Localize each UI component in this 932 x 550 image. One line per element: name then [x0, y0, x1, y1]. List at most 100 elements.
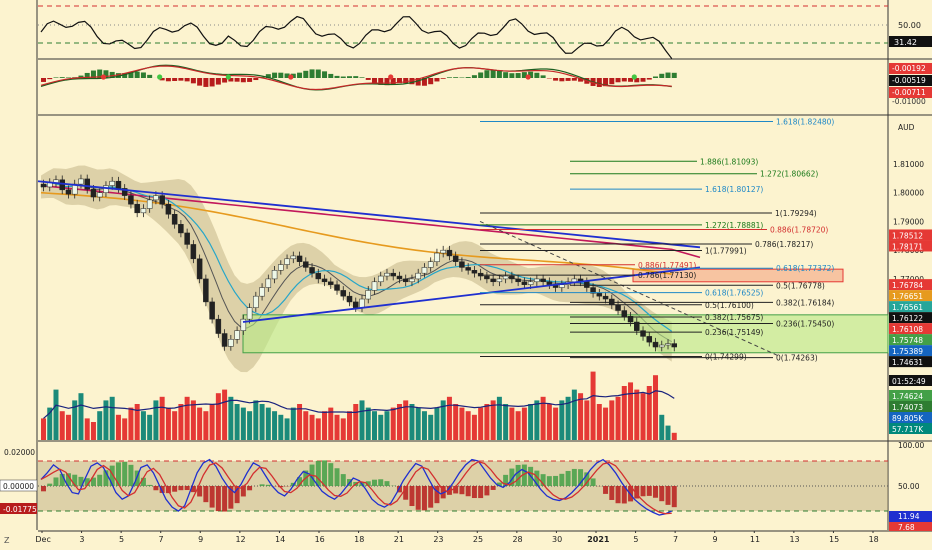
- volume-bar: [615, 396, 621, 440]
- candle-body: [259, 287, 265, 297]
- osc-hist-bar: [109, 465, 115, 486]
- candle-body: [246, 307, 253, 320]
- volume-bar: [459, 407, 465, 440]
- projection-dashed-line: [479, 220, 781, 357]
- x-axis-tick: 12: [235, 535, 245, 544]
- osc-hist-bar: [259, 484, 265, 486]
- fib-level-label: 0.886(1.78720): [770, 225, 828, 234]
- macd-top-hist-bar: [559, 78, 565, 82]
- candle-body: [646, 336, 653, 343]
- candle-body: [452, 255, 459, 262]
- candle-body: [228, 339, 234, 347]
- osc-hist-bar: [490, 486, 496, 490]
- volume-bar: [290, 407, 296, 440]
- macd-cross-dot: [225, 74, 231, 80]
- candle-body: [490, 278, 496, 283]
- price-tag-bg: [889, 312, 932, 324]
- volume-bar: [278, 414, 284, 440]
- macd-top-hist-bar: [634, 78, 640, 83]
- osc-right-tick: 50.00: [898, 482, 920, 491]
- candle-body: [190, 244, 197, 260]
- volume-bar: [490, 400, 496, 440]
- x-axis-tick: 7: [673, 535, 678, 544]
- macd-top-hist-bar: [334, 75, 340, 78]
- x-axis-tick: 21: [394, 535, 404, 544]
- osc-hist-bar: [478, 486, 484, 499]
- price-tag: 1.78171: [892, 242, 923, 251]
- volume-bar: [59, 411, 65, 440]
- osc-hist-bar: [72, 474, 78, 486]
- volume-bar: [140, 411, 146, 440]
- osc-hist-bar: [453, 486, 459, 494]
- osc-hist-bar: [503, 474, 509, 486]
- macd-top-hist-bar: [503, 72, 509, 78]
- fib-level-label: 1.272(1.80662): [760, 170, 818, 179]
- macd-cross-dot: [288, 74, 294, 80]
- osc-hist-bar: [172, 486, 178, 492]
- volume-bar: [640, 393, 646, 440]
- volume-bar: [603, 407, 609, 440]
- candle-body: [178, 224, 184, 234]
- x-axis-tick: 14: [275, 535, 285, 544]
- x-axis-tick: 11: [750, 535, 760, 544]
- osc-hist-bar: [203, 486, 209, 503]
- candle-body: [459, 261, 465, 268]
- volume-bar: [621, 386, 627, 440]
- candle-body: [128, 195, 134, 205]
- volume-bar: [421, 411, 427, 440]
- osc-hist-bar: [159, 486, 165, 493]
- volume-bar: [440, 400, 446, 440]
- volume-bar: [322, 411, 328, 440]
- volume-bar: [590, 371, 596, 440]
- stoch-k-line: [40, 458, 673, 516]
- x-axis-tick: 28: [512, 535, 522, 544]
- volume-bar: [103, 400, 109, 440]
- zoom-toggle[interactable]: Z: [4, 536, 10, 545]
- macd-top-hist-bar: [396, 78, 402, 84]
- osc-hist-bar: [265, 484, 271, 486]
- candle-body: [540, 278, 546, 283]
- candle-body: [365, 290, 371, 300]
- volume-bar: [309, 414, 315, 440]
- candle-body: [584, 281, 590, 288]
- volume-bar: [115, 414, 121, 440]
- osc-hist-bar: [428, 486, 434, 508]
- macd-top-hist-bar: [428, 78, 434, 85]
- macd-top-hist-bar: [78, 75, 84, 78]
- candle-body: [634, 321, 640, 331]
- volume-bar: [222, 389, 228, 440]
- osc-hist-bar: [334, 468, 340, 486]
- volume-bar: [446, 396, 452, 440]
- osc-hist-bar: [115, 462, 121, 486]
- osc-hist-bar: [41, 486, 46, 492]
- macd-top-hist-bar: [297, 72, 303, 78]
- volume-tag-bg: [889, 390, 932, 401]
- volume-tag: 1.74073: [892, 403, 923, 412]
- osc-hist-bar: [665, 486, 671, 505]
- osc-hist-bar: [659, 486, 665, 502]
- volume-bar: [503, 404, 509, 440]
- fib-level-label: 1.618(1.82480): [776, 117, 834, 126]
- fib-level-label: 1(1.79294): [775, 209, 817, 218]
- volume-bar: [515, 411, 521, 440]
- macd-top-hist-bar: [84, 72, 90, 78]
- price-tag: 1.76108: [892, 325, 923, 334]
- volume-bar: [340, 418, 346, 440]
- volume-bar: [596, 404, 602, 440]
- osc-hist-bar: [509, 468, 515, 486]
- candle-body: [671, 343, 678, 348]
- osc-hist-bar: [615, 486, 621, 504]
- volume-bar: [671, 432, 677, 440]
- osc-hist-bar: [322, 460, 328, 486]
- osc-tag: 11.94: [898, 512, 920, 521]
- candle-body: [477, 272, 484, 277]
- macd-top-hist-bar: [122, 73, 128, 78]
- volume-bar: [665, 425, 671, 440]
- osc-left-zero-bg: [0, 479, 38, 492]
- osc-hist-bar: [565, 470, 571, 486]
- price-tag: 1.76651: [892, 292, 923, 301]
- macd-top-tag: -0.01000: [892, 97, 926, 106]
- macd-top-hist-bar: [328, 73, 334, 78]
- macd-top-hist-bar: [90, 70, 96, 78]
